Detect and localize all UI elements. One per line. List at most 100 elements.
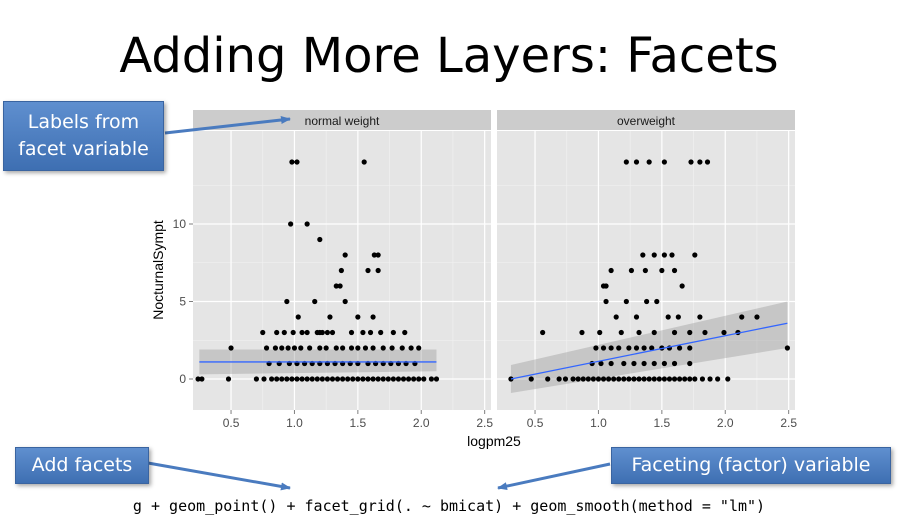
- x-tick-label: 1.0: [590, 416, 607, 430]
- data-point: [324, 329, 331, 336]
- data-point: [687, 360, 693, 367]
- y-tick-label: 5: [179, 295, 186, 309]
- data-point: [636, 329, 642, 336]
- data-point: [261, 376, 267, 382]
- data-point: [528, 376, 534, 382]
- data-point: [579, 329, 585, 336]
- data-point: [603, 283, 609, 289]
- data-point: [304, 221, 310, 227]
- data-point: [294, 376, 300, 382]
- data-point: [600, 345, 607, 351]
- data-point: [371, 252, 377, 258]
- data-point: [199, 376, 205, 382]
- data-point: [661, 376, 667, 382]
- data-point: [342, 298, 348, 305]
- data-point: [355, 376, 361, 382]
- data-point: [334, 376, 341, 382]
- data-point: [380, 376, 386, 382]
- data-point: [228, 345, 234, 351]
- data-point: [399, 345, 405, 351]
- data-point: [671, 360, 678, 367]
- slide-title: Adding More Layers: Facets: [119, 28, 779, 84]
- data-point: [621, 360, 627, 367]
- data-point: [295, 314, 301, 320]
- data-point: [355, 314, 361, 320]
- data-point: [365, 376, 371, 382]
- data-point: [337, 283, 343, 289]
- data-point: [570, 376, 576, 382]
- x-tick-label: 2.5: [476, 416, 493, 430]
- data-point: [651, 360, 657, 367]
- data-point: [562, 376, 569, 382]
- data-point: [608, 360, 614, 367]
- data-point: [628, 267, 635, 274]
- data-point: [687, 329, 693, 336]
- data-point: [402, 329, 408, 336]
- data-point: [679, 283, 685, 289]
- data-point: [702, 329, 708, 336]
- data-point: [669, 252, 675, 258]
- data-point: [253, 376, 260, 382]
- data-point: [380, 345, 386, 351]
- data-point: [260, 329, 266, 336]
- code-line: g + geom_point() + facet_grid(. ~ bmicat…: [132, 497, 766, 515]
- data-point: [699, 376, 706, 382]
- data-point: [646, 376, 652, 382]
- facet-strip-label: normal weight: [305, 114, 380, 128]
- data-point: [375, 376, 381, 382]
- data-point: [585, 376, 591, 382]
- data-point: [682, 376, 688, 382]
- data-point: [739, 314, 745, 320]
- data-point: [225, 376, 232, 382]
- data-point: [692, 376, 698, 382]
- data-point: [428, 376, 434, 382]
- data-point: [309, 376, 315, 382]
- data-point: [289, 159, 295, 165]
- data-point: [390, 329, 396, 336]
- data-point: [707, 376, 713, 382]
- data-point: [595, 376, 602, 382]
- arrow-to-strip-label: [164, 116, 291, 135]
- data-point: [195, 376, 201, 382]
- smooth-line: [510, 322, 788, 380]
- data-point: [317, 236, 323, 243]
- data-point: [361, 159, 367, 165]
- data-point: [304, 376, 310, 382]
- data-point: [375, 252, 381, 258]
- data-point: [390, 376, 396, 382]
- data-point: [593, 345, 599, 351]
- data-point: [644, 298, 650, 305]
- data-point: [299, 329, 305, 336]
- x-tick-label: 1.0: [286, 416, 303, 430]
- smooth-confidence-band: [510, 301, 788, 393]
- data-point: [626, 376, 632, 382]
- data-point: [631, 360, 637, 367]
- x-tick-label: 2.5: [780, 416, 797, 430]
- data-point: [340, 345, 346, 351]
- data-point: [272, 345, 279, 351]
- data-point: [285, 345, 291, 351]
- data-point: [314, 329, 320, 336]
- data-point: [340, 376, 346, 382]
- data-point: [671, 376, 678, 382]
- data-point: [279, 376, 285, 382]
- data-point: [621, 376, 627, 382]
- data-point: [623, 159, 629, 165]
- y-tick-label: 10: [173, 217, 187, 231]
- data-point: [725, 376, 731, 382]
- data-point: [338, 267, 344, 274]
- data-point: [360, 329, 366, 336]
- data-point: [608, 345, 614, 351]
- x-tick-label: 1.5: [654, 416, 671, 430]
- arrow-to-bmicat: [497, 462, 611, 491]
- data-point: [665, 314, 671, 320]
- data-point: [611, 376, 617, 382]
- data-point: [600, 376, 607, 382]
- data-point: [556, 376, 562, 382]
- data-point: [623, 298, 629, 305]
- data-point: [411, 376, 417, 382]
- data-point: [605, 376, 612, 382]
- data-point: [659, 267, 665, 274]
- data-point: [284, 298, 290, 305]
